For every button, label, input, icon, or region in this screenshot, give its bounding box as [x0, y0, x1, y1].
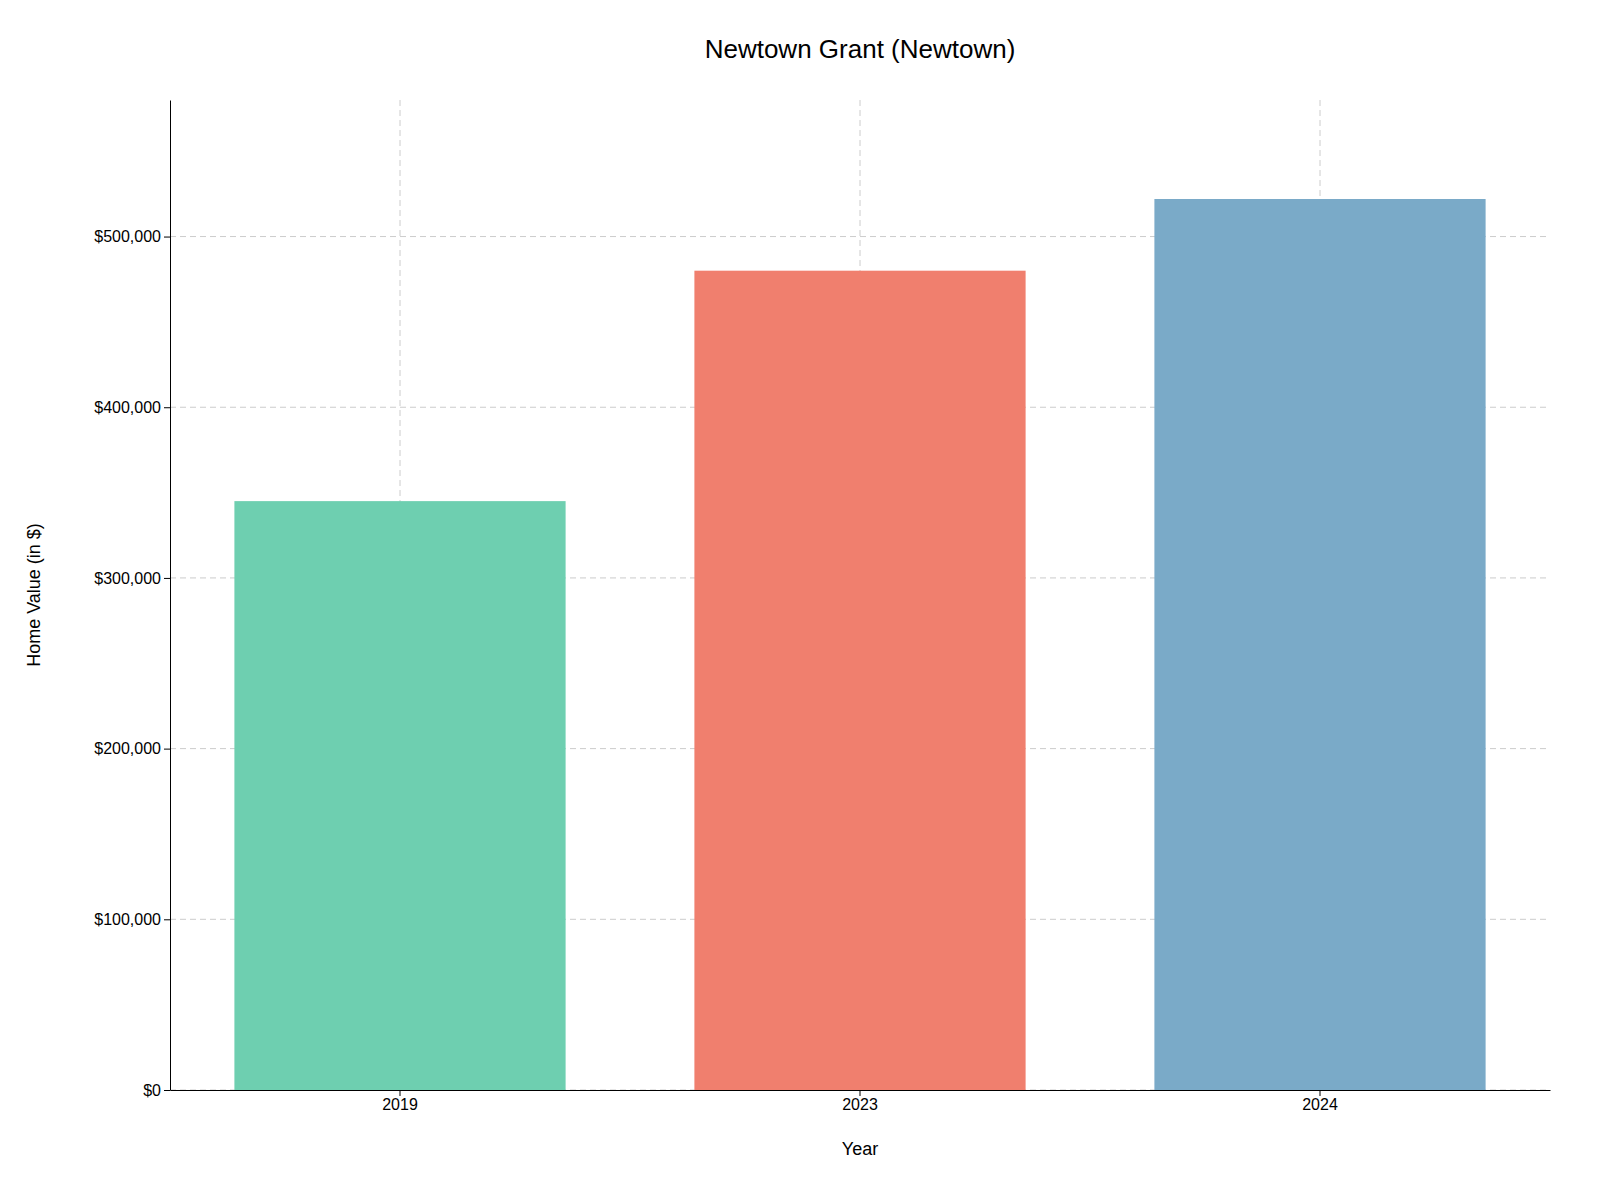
tick-label: 2019: [382, 1096, 418, 1113]
title: Newtown Grant (Newtown): [705, 34, 1016, 64]
x-axis-label: Year: [842, 1139, 878, 1159]
tick: $100,000: [94, 911, 170, 928]
bar: [694, 271, 1025, 1090]
tick-label: $200,000: [94, 740, 161, 757]
tick-mark: [164, 919, 170, 920]
tick: $300,000: [94, 570, 170, 587]
tick-mark: [164, 578, 170, 579]
tick: 2023: [842, 1090, 878, 1113]
chart: $0 $100,000 $200,000 $300,000 $400,000 $500,0…: [0, 0, 1600, 1200]
tick-mark: [164, 749, 170, 750]
tick-label: $300,000: [94, 570, 161, 587]
bars: [234, 199, 1485, 1090]
tick-mark: [164, 1090, 170, 1091]
tick-label: $0: [143, 1082, 161, 1099]
y-axis-label: Home Value (in $): [24, 523, 44, 667]
tick-label: $500,000: [94, 228, 161, 245]
axis-line: [170, 101, 171, 1091]
tick-label: 2023: [842, 1096, 878, 1113]
tick-mark: [164, 407, 170, 408]
tick-label: $400,000: [94, 399, 161, 416]
tick-mark: [400, 1090, 401, 1096]
tick: $0: [143, 1082, 170, 1099]
tick-mark: [164, 237, 170, 238]
y-axis: $0 $100,000 $200,000 $300,000 $400,000 $500,0…: [94, 101, 170, 1099]
x-axis: 2019 2023 2024: [171, 1090, 1551, 1113]
tick-label: 2024: [1302, 1096, 1338, 1113]
tick: $400,000: [94, 399, 170, 416]
grid: [170, 100, 1550, 1090]
tick-mark: [1320, 1090, 1321, 1096]
bar: [234, 501, 565, 1090]
tick: $200,000: [94, 740, 170, 757]
tick-label: $100,000: [94, 911, 161, 928]
tick: $500,000: [94, 228, 170, 245]
bar: [1154, 199, 1485, 1090]
tick-mark: [860, 1090, 861, 1096]
tick: 2019: [382, 1090, 418, 1113]
tick: 2024: [1302, 1090, 1338, 1113]
plot: $0 $100,000 $200,000 $300,000 $400,000 $500,0…: [94, 100, 1550, 1113]
